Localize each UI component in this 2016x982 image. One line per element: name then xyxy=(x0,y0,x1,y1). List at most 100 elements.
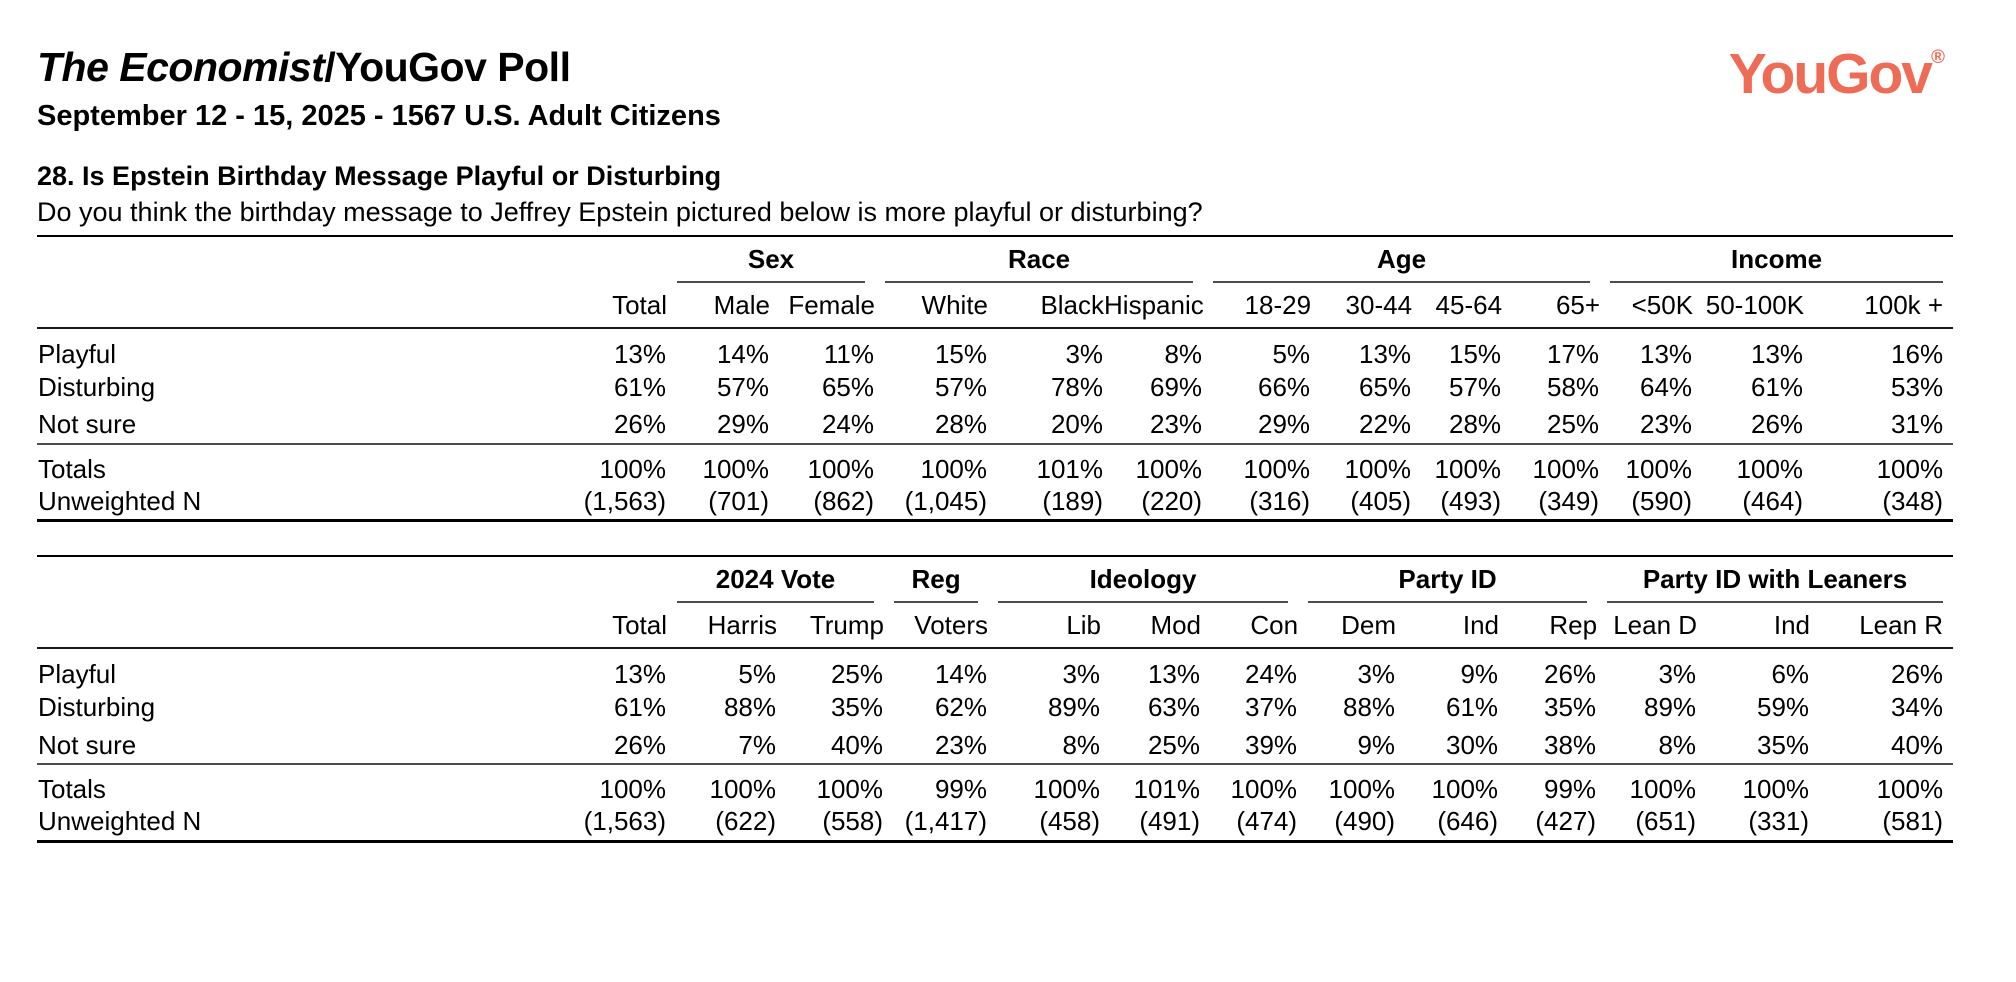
data-cell: 100% xyxy=(875,442,989,483)
data-cell: 59% xyxy=(1756,692,1810,723)
table-row: Not sure 26% 7% 40% 23% 8% 25% 39% 9% 30% 38% 8% 35%… xyxy=(37,726,1953,764)
data-cell: 16% xyxy=(1891,338,1944,369)
data-cell: 25% xyxy=(1147,729,1201,760)
data-cell: 100% xyxy=(667,763,777,804)
data-cell: 100% xyxy=(1502,442,1601,483)
summary-rows: Totals 100% 100% 100% 100% 101% 100% 100% 100% 10… xyxy=(37,442,1954,521)
data-cell: (581) xyxy=(1882,806,1944,837)
data-cell: 62% xyxy=(934,692,988,723)
data-cell: 11% xyxy=(823,338,875,369)
crosstab-table-politics: 2024 Vote Reg Ideology Party ID Party ID wit… xyxy=(37,555,1954,843)
data-cell: 23% xyxy=(1150,409,1203,440)
data-cell: 26% xyxy=(1751,409,1804,440)
data-cell: 20% xyxy=(1050,409,1104,440)
data-cell: 53% xyxy=(1891,371,1944,402)
row-label: Playful xyxy=(38,659,117,690)
row-label: Disturbing xyxy=(38,371,156,402)
data-cell: (331) xyxy=(1748,806,1810,837)
data-cell: 100% xyxy=(667,442,770,483)
data-cell: 37% xyxy=(1244,692,1298,723)
data-cell: 13% xyxy=(1147,659,1201,690)
data-cell: 88% xyxy=(723,692,776,723)
column-header-50-100k: 50-100K xyxy=(1693,282,1805,329)
data-cell: 14% xyxy=(934,659,988,690)
group-header-label: Reg xyxy=(894,566,979,604)
answer-rows: Playful 13% 5% 25% 14% 3% 13% 24% 3% 9% 26% 3% 6% 26%… xyxy=(37,648,1953,764)
group-header-party-id: Party ID xyxy=(1298,556,1597,604)
data-cell: 89% xyxy=(1643,692,1697,723)
data-cell: 25% xyxy=(830,659,884,690)
data-cell: 99% xyxy=(1499,763,1598,804)
data-cell: 100% xyxy=(1203,442,1312,483)
page-title: The Economist/YouGov Poll xyxy=(37,44,1953,91)
data-cell: 100% xyxy=(1104,442,1204,483)
group-header-reg: Reg xyxy=(884,556,988,604)
table-row: Playful 13% 14% 11% 15% 3% 8% 5% 13% 15% 17% 13% 13%… xyxy=(37,328,1953,368)
column-header-30-44: 30-44 xyxy=(1311,282,1413,329)
column-header-row: Total Male Female White Black Hispanic 18-29 30… xyxy=(37,282,1954,329)
data-cell: (220) xyxy=(1141,485,1203,516)
data-cell: (349) xyxy=(1538,485,1600,516)
data-cell: (1,045) xyxy=(904,485,988,516)
data-cell: 63% xyxy=(1147,692,1201,723)
question-block: 28. Is Epstein Birthday Message Playful … xyxy=(37,159,1953,229)
column-header-lean-d: Lean D xyxy=(1597,603,1698,650)
data-cell: 78% xyxy=(1050,371,1104,402)
data-cell: 3% xyxy=(1062,659,1101,690)
column-header-voters: Voters xyxy=(884,603,989,650)
data-cell: (348) xyxy=(1882,485,1944,516)
column-header-con: Con xyxy=(1201,603,1299,650)
data-cell: 57% xyxy=(934,371,988,402)
group-header-spacer xyxy=(37,556,667,603)
answer-rows: Playful 13% 14% 11% 15% 3% 8% 5% 13% 15% 17% 13% 13%… xyxy=(37,328,1953,444)
table-row: Disturbing 61% 88% 35% 62% 89% 63% 37% 88% 61% 35%… xyxy=(37,688,1953,726)
yougov-logo: YouGov® xyxy=(1729,46,1945,103)
data-cell: 58% xyxy=(1547,371,1600,402)
data-cell: 57% xyxy=(716,371,769,402)
data-cell: 8% xyxy=(1164,338,1203,369)
data-cell: 100% xyxy=(988,763,1102,804)
data-cell: 5% xyxy=(738,659,776,690)
group-header-2024-vote: 2024 Vote xyxy=(667,556,884,604)
data-cell: 6% xyxy=(1771,659,1810,690)
column-header-trump: Trump xyxy=(777,603,885,650)
data-cell: 15% xyxy=(1449,338,1502,369)
data-cell: 99% xyxy=(884,763,989,804)
data-cell: 100% xyxy=(770,442,876,483)
data-cell: 8% xyxy=(1658,729,1697,760)
group-header-label: Party ID xyxy=(1308,566,1588,604)
data-cell: 35% xyxy=(1543,692,1597,723)
table-row: Playful 13% 5% 25% 14% 3% 13% 24% 3% 9% 26% 3% 6% 26% xyxy=(37,648,1953,688)
data-cell: 61% xyxy=(1445,692,1499,723)
data-cell: 100% xyxy=(1810,763,1954,804)
data-cell: 17% xyxy=(1547,338,1600,369)
row-label-column-header xyxy=(37,603,457,650)
column-header-ind: Ind xyxy=(1697,603,1811,650)
data-cell: 31% xyxy=(1891,409,1944,440)
data-cell: (651) xyxy=(1635,806,1697,837)
column-header-65-: 65+ xyxy=(1502,282,1601,329)
data-cell: 61% xyxy=(613,692,666,723)
column-header-white: White xyxy=(875,282,989,329)
row-label: Totals xyxy=(37,763,457,804)
data-cell: 14% xyxy=(716,338,769,369)
title-yougov-poll: /YouGov Poll xyxy=(324,44,571,90)
column-header-lean-r: Lean R xyxy=(1810,603,1954,650)
data-cell: 100% xyxy=(1201,763,1299,804)
data-cell: 100% xyxy=(457,763,667,804)
data-cell: 100% xyxy=(1804,442,1954,483)
group-header-income: Income xyxy=(1600,236,1953,283)
data-cell: 101% xyxy=(1101,763,1202,804)
group-header-label: Race xyxy=(885,246,1194,283)
column-header-total: Total xyxy=(457,282,667,329)
group-header-label: 2024 Vote xyxy=(677,566,875,604)
data-cell: 64% xyxy=(1640,371,1693,402)
data-cell: 100% xyxy=(1311,442,1413,483)
group-header-label: Ideology xyxy=(998,566,1289,604)
table-row: Not sure 26% 29% 24% 28% 20% 23% 29% 22% 28% 25% 23… xyxy=(37,406,1953,444)
title-economist: The Economist xyxy=(37,44,325,90)
data-cell: 100% xyxy=(1597,763,1698,804)
data-cell: 13% xyxy=(613,338,666,369)
data-cell: 15% xyxy=(934,338,988,369)
data-cell: 69% xyxy=(1150,371,1203,402)
